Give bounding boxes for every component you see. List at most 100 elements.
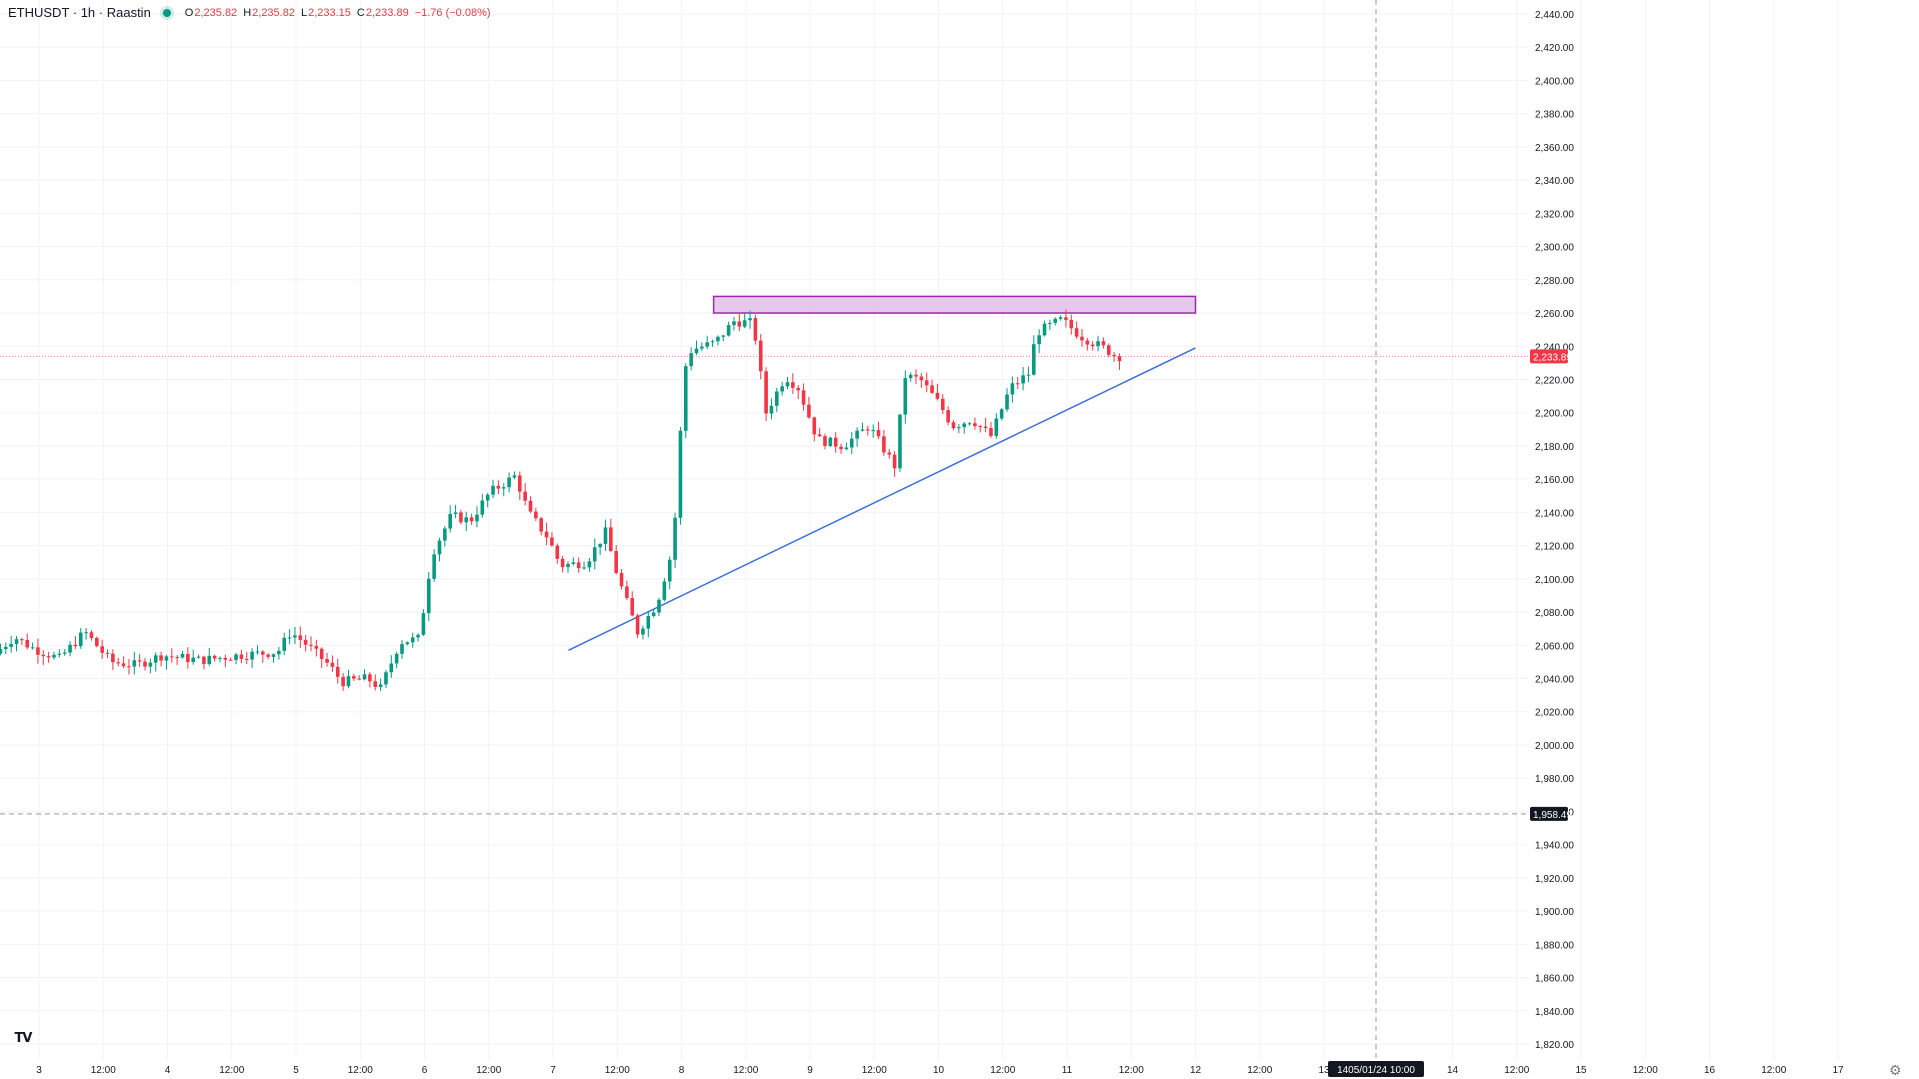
candle-body xyxy=(817,434,822,437)
axis-labels: 2,233.89 1,958.49 1405/01/24 10:00 xyxy=(1328,349,1572,1077)
time-tick-label: 12:00 xyxy=(91,1065,116,1076)
time-tick-label: 13 xyxy=(1318,1065,1330,1076)
candle-body xyxy=(555,545,560,559)
candle-body xyxy=(560,558,565,568)
ascending-trendline[interactable] xyxy=(568,347,1196,651)
time-tick-label: 6 xyxy=(422,1065,428,1076)
market-status-icon[interactable] xyxy=(162,8,171,17)
candle-body xyxy=(57,653,62,655)
candle-body xyxy=(437,540,442,555)
candle-body xyxy=(485,494,490,501)
candle-body xyxy=(641,628,645,635)
candle-body xyxy=(132,660,137,667)
candle-body xyxy=(228,659,233,661)
high-value: 2,235.82 xyxy=(252,6,295,19)
candle-body xyxy=(164,656,169,661)
candle-body xyxy=(186,653,190,663)
candle-body xyxy=(914,374,918,377)
candle-body xyxy=(1058,317,1063,319)
candle-body xyxy=(100,646,104,653)
candle-body xyxy=(694,348,699,354)
candle-body xyxy=(1101,341,1106,346)
price-tick-label: 2,060.00 xyxy=(1535,641,1574,652)
candle-body xyxy=(748,318,752,321)
time-tick-label: 12:00 xyxy=(1504,1065,1529,1076)
symbol-legend[interactable]: ETHUSDT · 1h · Raastin O 2,235.82 H 2,235.… xyxy=(8,5,491,20)
tradingview-logo-icon[interactable]: TV xyxy=(14,1030,33,1046)
candle-body xyxy=(1037,335,1041,345)
candle-body xyxy=(791,382,795,388)
symbol-title[interactable]: ETHUSDT · 1h · Raastin xyxy=(8,5,151,20)
candle-body xyxy=(1042,323,1047,336)
price-axis[interactable]: 2,440.00 2,420.00 2,400.00 2,380.00 2,360.00… xyxy=(1535,10,1574,1051)
candle-body xyxy=(148,662,153,667)
candle-body xyxy=(534,511,538,519)
candle-body xyxy=(812,417,817,435)
candle-body xyxy=(1015,383,1020,385)
resistance-zone-rectangle[interactable] xyxy=(712,295,1197,314)
time-tick-label: 12:00 xyxy=(348,1065,373,1076)
candle-body xyxy=(887,452,892,455)
candle-body xyxy=(223,657,228,660)
candle-body xyxy=(255,651,260,653)
candle-body xyxy=(143,661,147,667)
candle-body xyxy=(352,676,356,679)
time-tick-label: 15 xyxy=(1575,1065,1587,1076)
candle-body xyxy=(989,427,993,436)
price-tick-label: 2,000.00 xyxy=(1535,741,1574,752)
candle-body xyxy=(341,676,345,687)
candle-body xyxy=(732,321,736,326)
time-tick-label: 9 xyxy=(807,1065,813,1076)
candle-body xyxy=(111,653,115,663)
candle-body xyxy=(394,653,399,664)
candle-body xyxy=(266,654,270,657)
chart-drawings[interactable] xyxy=(568,295,1197,651)
candle-body xyxy=(614,551,618,573)
candle-body xyxy=(116,662,121,664)
price-tick-label: 1,940.00 xyxy=(1535,841,1574,852)
candle-body xyxy=(518,475,522,492)
candle-body xyxy=(491,485,495,495)
settings-gear-icon[interactable]: ⚙ xyxy=(1889,1062,1902,1078)
candle-body xyxy=(962,423,966,428)
price-tick-label: 2,080.00 xyxy=(1535,608,1574,619)
candle-body xyxy=(983,426,988,428)
price-tick-label: 1,920.00 xyxy=(1535,874,1574,885)
candle-body xyxy=(1096,341,1100,347)
price-tick-label: 2,400.00 xyxy=(1535,76,1574,87)
price-tick-label: 2,100.00 xyxy=(1535,575,1574,586)
time-tick-label: 4 xyxy=(165,1065,171,1076)
time-tick-label: 3 xyxy=(36,1065,42,1076)
candle-body xyxy=(710,341,715,343)
candle-body xyxy=(978,426,983,428)
open-label: O xyxy=(184,6,194,19)
candle-body xyxy=(1080,336,1084,341)
price-tick-label: 2,440.00 xyxy=(1535,10,1574,21)
candle-body xyxy=(683,366,688,431)
candle-body xyxy=(1021,375,1025,384)
candle-body xyxy=(207,655,212,664)
candle-body xyxy=(421,613,426,635)
price-tick-label: 2,140.00 xyxy=(1535,508,1574,519)
candle-body xyxy=(1010,383,1015,395)
candle-body xyxy=(368,674,372,682)
candle-body xyxy=(46,656,51,658)
candle-body xyxy=(742,320,747,327)
time-axis[interactable]: 3 12:00 4 12:00 5 12:00 6 12:00 7 12:00 8 12:00 9 12:… xyxy=(36,1065,1844,1076)
price-tick-label: 1,880.00 xyxy=(1535,940,1574,951)
change-value: −1.76 (−0.08%) xyxy=(414,6,491,19)
candle-body xyxy=(325,659,329,663)
time-tick-label: 12:00 xyxy=(733,1065,758,1076)
candle-body xyxy=(571,562,576,564)
candle-body xyxy=(603,527,608,544)
candle-body xyxy=(153,655,158,663)
candle-body xyxy=(373,681,378,687)
time-tick-label: 8 xyxy=(679,1065,685,1076)
candle-body xyxy=(298,635,303,640)
open-value: 2,235.82 xyxy=(194,6,238,19)
candle-body xyxy=(999,409,1004,419)
price-tick-label: 2,420.00 xyxy=(1535,43,1574,54)
candle-body xyxy=(1106,345,1111,355)
candle-body xyxy=(587,561,592,568)
